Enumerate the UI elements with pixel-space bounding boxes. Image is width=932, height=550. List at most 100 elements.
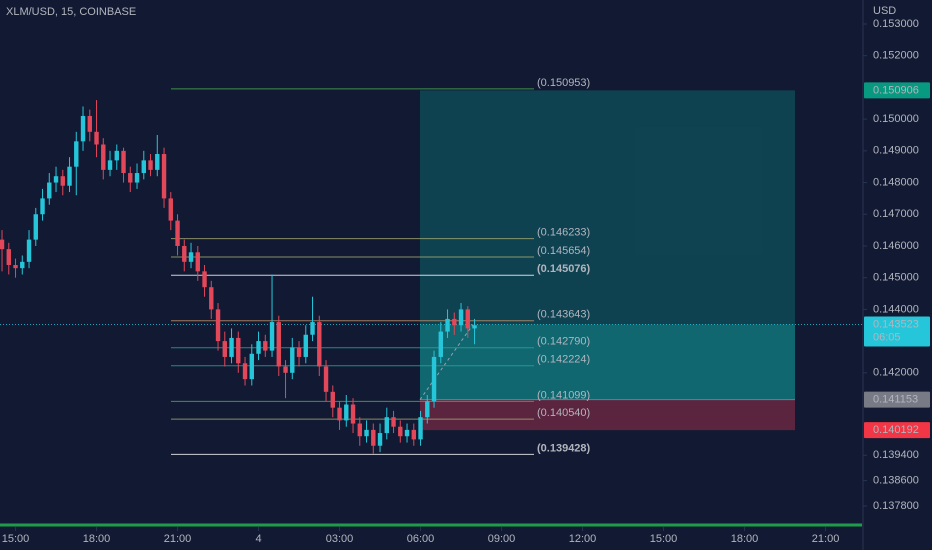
y-tick-label: 0.146000 [873, 240, 919, 252]
y-tick-label: 0.152000 [873, 50, 919, 62]
candle-body [364, 429, 369, 437]
candle-body [330, 391, 335, 408]
candle-body [202, 271, 207, 288]
candle-body [269, 322, 275, 351]
y-tick-label: 0.150000 [873, 113, 919, 125]
candle-body [74, 141, 79, 167]
target-box [864, 82, 930, 99]
chart-title: XLM/USD, 15, COINBASE [6, 6, 136, 18]
x-tick-label: 21:00 [812, 533, 840, 545]
candle-body [425, 401, 430, 418]
y-tick-label: 0.139400 [873, 449, 919, 461]
candle-body [114, 150, 119, 161]
candle-body [242, 363, 248, 380]
y-tick-label: 0.149000 [873, 145, 919, 157]
x-tick-label: 09:00 [488, 533, 516, 545]
stop-zone [420, 399, 795, 431]
candle-body [236, 337, 241, 364]
candle-body [350, 404, 356, 424]
candle-body [87, 115, 92, 132]
y-tick-label: 0.138600 [873, 475, 919, 487]
fib-label: (0.140540) [537, 407, 590, 419]
countdown: 06:05 [873, 331, 901, 343]
candle-body [60, 176, 65, 186]
stop-label: 0.140192 [873, 424, 919, 436]
candle-body [377, 433, 383, 446]
candle-body [303, 334, 308, 357]
candle-body [161, 154, 167, 199]
candle-body [256, 341, 261, 354]
candle-body [33, 214, 38, 240]
candle-body [398, 426, 403, 437]
x-tick-label: 4 [255, 533, 261, 545]
candle-body [128, 173, 133, 183]
candle-body [195, 252, 200, 272]
candle-body [6, 249, 11, 265]
fib-label: (0.143643) [537, 309, 590, 321]
x-tick-label: 03:00 [326, 533, 354, 545]
candle-body [155, 154, 160, 170]
candle-body [323, 366, 329, 392]
candle-body [317, 322, 322, 367]
x-tick-label: 06:00 [407, 533, 435, 545]
candle-body [148, 160, 153, 170]
last-price-box [864, 316, 930, 347]
candle-body [384, 417, 389, 434]
x-tick-label: 21:00 [164, 533, 192, 545]
y-tick-label: 0.142000 [873, 367, 919, 379]
x-tick-label: 18:00 [731, 533, 759, 545]
candle-body [337, 407, 342, 421]
y-tick-label: 0.153000 [873, 18, 919, 30]
candle-body [26, 239, 32, 262]
candle-body [263, 341, 268, 351]
candle-body [229, 337, 234, 357]
candle-body [465, 309, 470, 329]
candle-body [80, 115, 86, 142]
candle-body [20, 261, 25, 269]
fib-label: (0.142224) [537, 354, 590, 366]
candle-body [458, 309, 464, 326]
candle-body [188, 252, 194, 262]
y-tick-label: 0.148000 [873, 176, 919, 188]
candle-body [357, 423, 362, 437]
target-label: 0.150906 [873, 84, 919, 96]
fib-label: (0.142790) [537, 336, 590, 348]
candle-body [134, 173, 140, 183]
candle-body [94, 131, 99, 145]
entry-label: 0.141153 [873, 394, 918, 406]
candle-body [168, 198, 173, 221]
candle-body [121, 150, 126, 174]
candle-body [431, 356, 437, 402]
x-tick-label: 15:00 [2, 533, 30, 545]
candle-body [249, 353, 254, 380]
candle-body [452, 318, 457, 326]
candle-body [0, 239, 5, 250]
candle-body [53, 176, 59, 183]
candle-body [283, 366, 288, 373]
candle-body [371, 429, 376, 446]
candle-body [175, 220, 180, 246]
candle-body [290, 347, 295, 373]
candle-body [209, 287, 214, 310]
candle-body [404, 429, 410, 437]
candle-body [472, 325, 477, 329]
candle-body [411, 429, 416, 440]
y-tick-label: 0.144000 [873, 303, 919, 315]
fib-label: (0.146233) [537, 226, 590, 238]
stop-box [864, 422, 930, 439]
candle-body [141, 160, 146, 174]
candle-body [222, 341, 227, 357]
fib-label: (0.139428) [537, 442, 591, 454]
y-tick-label: 0.145000 [873, 272, 919, 284]
fib-label: (0.145654) [537, 245, 590, 257]
y-tick-label: 0.137800 [873, 500, 919, 512]
candle-body [344, 404, 349, 421]
candle-body [445, 318, 450, 332]
y-axis-label: USD [873, 5, 896, 17]
x-tick-label: 12:00 [569, 533, 597, 545]
x-tick-label: 15:00 [650, 533, 678, 545]
candle-body [107, 160, 113, 170]
x-tick-label: 18:00 [83, 533, 111, 545]
candle-body [67, 166, 72, 186]
candle-body [296, 347, 302, 357]
